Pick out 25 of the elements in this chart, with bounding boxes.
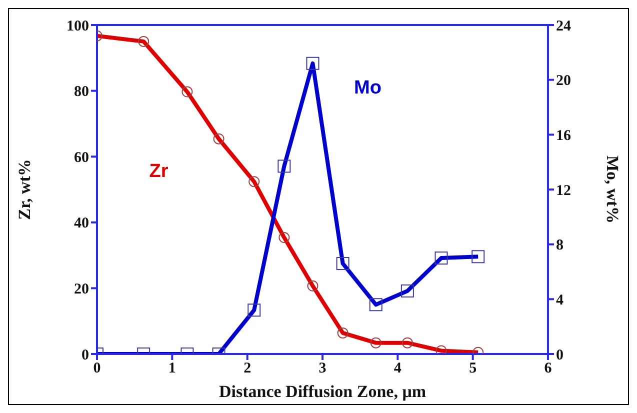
x-tick-label: 6	[544, 360, 552, 377]
text: Zr	[149, 160, 169, 182]
y2-tick-label: 4	[556, 292, 564, 308]
y2-tick-label: 24	[556, 18, 572, 34]
y2-tick-label: 16	[556, 128, 572, 144]
y-axis-title: Zr, wt%	[15, 159, 34, 220]
y2-tick-label: 12	[556, 182, 571, 199]
series-label: Mo	[354, 77, 382, 98]
y-tick-label: 80	[74, 84, 89, 100]
x-axis-title: Distance Diffusion Zone, μm	[218, 382, 426, 401]
y-tick-label: 20	[74, 282, 89, 298]
x-tick-label: 4	[394, 360, 402, 377]
y-tick-label: 0	[82, 347, 89, 364]
y2-axis-title: Mo, wt%	[602, 156, 622, 224]
x-tick-label: 2	[244, 360, 252, 377]
x-tick-label: 3	[318, 360, 326, 377]
y2-tick-label: 20	[556, 73, 571, 90]
x-tick-label: 5	[469, 360, 477, 377]
x-tick-label: 0	[93, 360, 101, 377]
y-tick-label: 60	[74, 150, 89, 166]
y-tick-label: 100	[66, 18, 89, 34]
x-tick-label: 1	[168, 360, 176, 377]
y-tick-label: 40	[74, 216, 89, 232]
y2-tick-label: 8	[556, 238, 564, 254]
y2-tick-label: 0	[556, 347, 564, 364]
